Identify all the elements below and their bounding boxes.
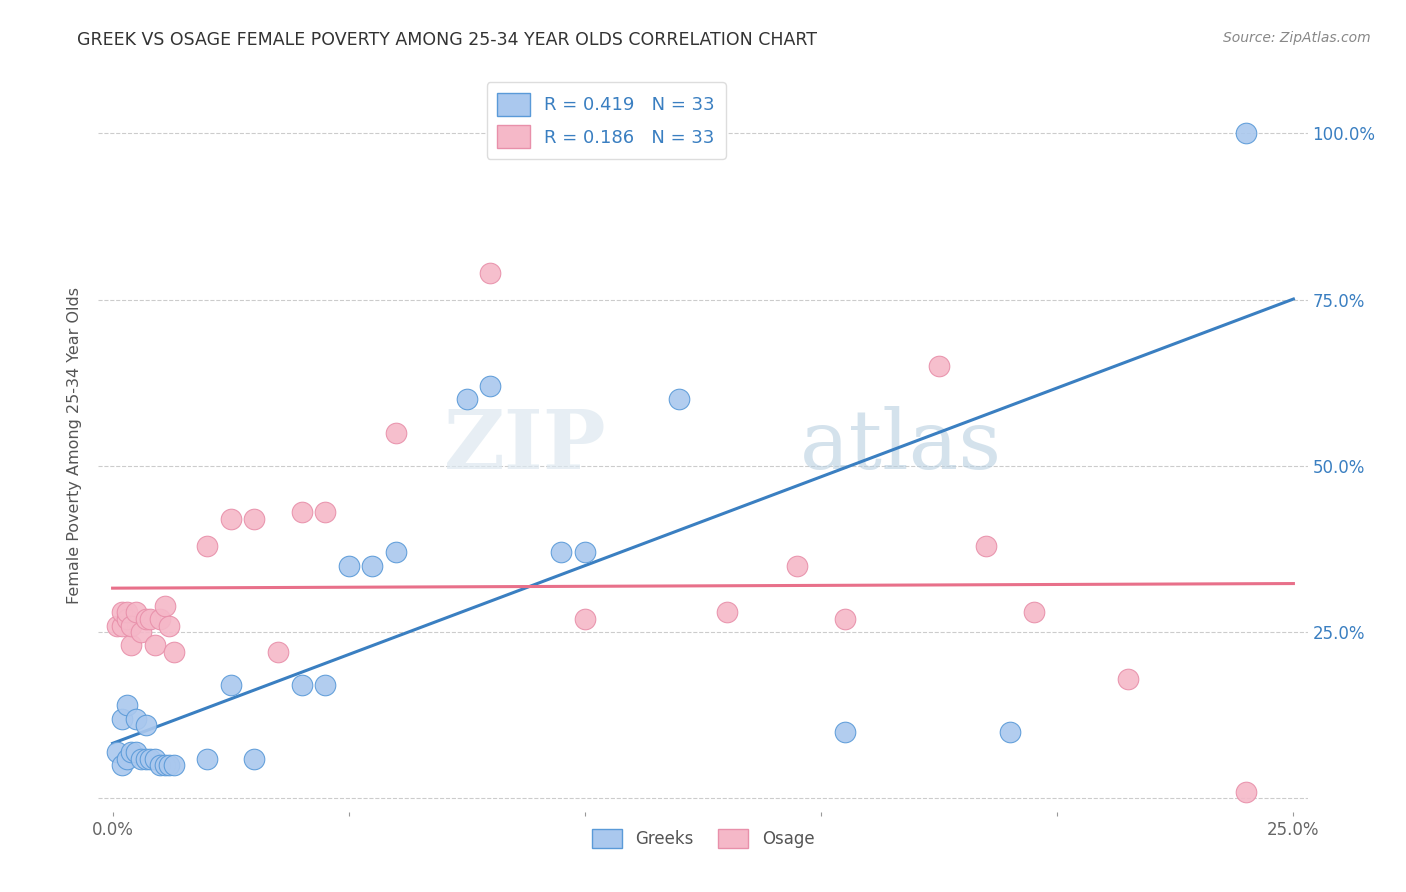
Point bbox=[135, 612, 157, 626]
Point bbox=[1022, 605, 1045, 619]
Point bbox=[149, 758, 172, 772]
Point bbox=[121, 639, 143, 653]
Point bbox=[143, 639, 166, 653]
Text: ZIP: ZIP bbox=[444, 406, 606, 486]
Point bbox=[115, 612, 138, 626]
Point bbox=[111, 758, 134, 772]
Point bbox=[135, 718, 157, 732]
Point bbox=[125, 712, 148, 726]
Text: atlas: atlas bbox=[800, 406, 1002, 486]
Point bbox=[385, 425, 408, 440]
Point bbox=[195, 751, 218, 765]
Point bbox=[105, 745, 128, 759]
Point bbox=[163, 758, 186, 772]
Point bbox=[243, 751, 266, 765]
Point bbox=[668, 392, 690, 407]
Legend: Greeks, Osage: Greeks, Osage bbox=[585, 822, 821, 855]
Point bbox=[267, 645, 290, 659]
Point bbox=[115, 605, 138, 619]
Point bbox=[111, 605, 134, 619]
Point bbox=[998, 725, 1021, 739]
Point bbox=[157, 758, 180, 772]
Point bbox=[139, 751, 162, 765]
Point bbox=[143, 751, 166, 765]
Y-axis label: Female Poverty Among 25-34 Year Olds: Female Poverty Among 25-34 Year Olds bbox=[67, 287, 83, 605]
Point bbox=[121, 618, 143, 632]
Point bbox=[195, 539, 218, 553]
Point bbox=[153, 599, 176, 613]
Point bbox=[115, 698, 138, 713]
Point bbox=[125, 605, 148, 619]
Point bbox=[361, 558, 384, 573]
Point bbox=[243, 512, 266, 526]
Point bbox=[111, 618, 134, 632]
Point bbox=[716, 605, 738, 619]
Point bbox=[135, 751, 157, 765]
Point bbox=[121, 745, 143, 759]
Point bbox=[290, 506, 312, 520]
Point bbox=[479, 266, 502, 280]
Point bbox=[337, 558, 360, 573]
Text: GREEK VS OSAGE FEMALE POVERTY AMONG 25-34 YEAR OLDS CORRELATION CHART: GREEK VS OSAGE FEMALE POVERTY AMONG 25-3… bbox=[77, 31, 817, 49]
Point bbox=[105, 618, 128, 632]
Point bbox=[314, 506, 336, 520]
Text: Source: ZipAtlas.com: Source: ZipAtlas.com bbox=[1223, 31, 1371, 45]
Point bbox=[219, 678, 242, 692]
Point bbox=[115, 751, 138, 765]
Point bbox=[125, 745, 148, 759]
Point bbox=[574, 612, 596, 626]
Point bbox=[385, 545, 408, 559]
Point bbox=[139, 612, 162, 626]
Point bbox=[129, 625, 152, 640]
Point bbox=[149, 612, 172, 626]
Point bbox=[834, 725, 856, 739]
Point bbox=[1116, 672, 1139, 686]
Point bbox=[976, 539, 998, 553]
Point bbox=[163, 645, 186, 659]
Point bbox=[129, 751, 152, 765]
Point bbox=[314, 678, 336, 692]
Point bbox=[550, 545, 572, 559]
Point bbox=[786, 558, 808, 573]
Point bbox=[219, 512, 242, 526]
Point bbox=[111, 712, 134, 726]
Point bbox=[1234, 785, 1257, 799]
Point bbox=[574, 545, 596, 559]
Point bbox=[290, 678, 312, 692]
Point bbox=[456, 392, 478, 407]
Point bbox=[1234, 127, 1257, 141]
Point bbox=[834, 612, 856, 626]
Point bbox=[157, 618, 180, 632]
Point bbox=[479, 379, 502, 393]
Point bbox=[928, 359, 950, 374]
Point bbox=[153, 758, 176, 772]
